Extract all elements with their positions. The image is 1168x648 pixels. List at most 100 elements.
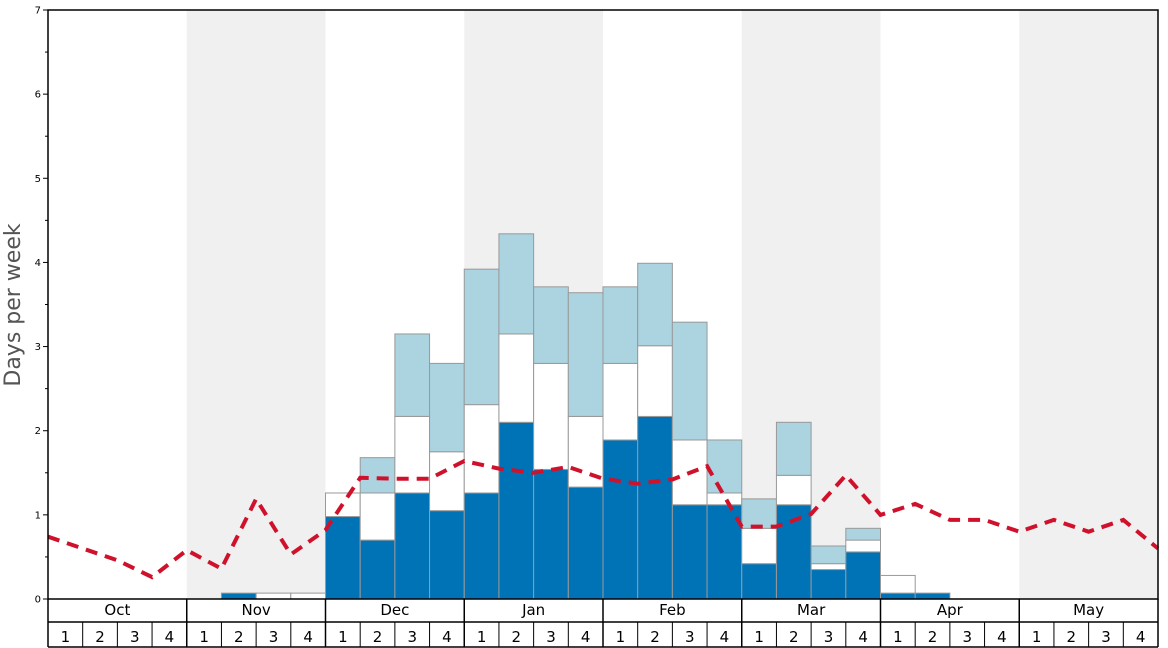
week-label: 2 xyxy=(373,628,383,646)
average-line xyxy=(47,458,1160,580)
bar-segment xyxy=(463,404,500,494)
month-label: Jan xyxy=(521,601,545,619)
y-tick-label: 7 xyxy=(35,6,41,17)
bar-segment xyxy=(533,286,569,364)
y-tick-label: 4 xyxy=(35,258,41,269)
bar-segment xyxy=(845,551,881,600)
week-label: 3 xyxy=(1101,628,1111,646)
week-label: 3 xyxy=(269,628,279,646)
month-band xyxy=(186,10,326,599)
month-band xyxy=(1019,10,1158,599)
bar-segment xyxy=(810,563,847,571)
bar-segment xyxy=(602,439,639,600)
bar-segment xyxy=(810,569,847,600)
week-label: 4 xyxy=(720,628,730,646)
week-label: 4 xyxy=(1136,628,1146,646)
y-tick-label: 6 xyxy=(35,90,41,101)
y-axis: 0 1 2 3 4 5 6 7 xyxy=(35,6,48,606)
bar-segment xyxy=(706,439,743,494)
bar-segment xyxy=(463,268,500,406)
bar-segment xyxy=(567,486,604,600)
week-label: 4 xyxy=(442,628,452,646)
bar-segment xyxy=(637,262,673,347)
bar-segment xyxy=(394,415,431,494)
bar-segment xyxy=(429,451,465,512)
bar-segment xyxy=(498,233,535,335)
bar-segment xyxy=(394,492,431,600)
bar-segment xyxy=(671,504,708,600)
bar-segment xyxy=(429,362,465,453)
bar-segment xyxy=(706,492,743,506)
week-label: 3 xyxy=(824,628,834,646)
month-label: Nov xyxy=(241,601,270,619)
week-label: 3 xyxy=(962,628,972,646)
y-tick-label: 3 xyxy=(35,342,41,353)
x-axis: Oct 1 2 3 4 Nov 1 2 3 4 Dec 1 2 3 4 Jan 1 2 3 4 Feb 1 2 3 4 Mar 1 2… xyxy=(47,599,1159,648)
week-label: 4 xyxy=(997,628,1007,646)
week-label: 1 xyxy=(477,628,487,646)
bar-segment xyxy=(637,345,673,417)
month-label: Oct xyxy=(104,601,130,619)
week-label: 4 xyxy=(858,628,868,646)
y-tick-label: 0 xyxy=(35,595,41,606)
week-label: 1 xyxy=(893,628,903,646)
bar-segment xyxy=(394,333,431,417)
bar-segment xyxy=(845,539,881,553)
week-label: 1 xyxy=(754,628,764,646)
bar-segment xyxy=(255,592,292,600)
week-label: 3 xyxy=(130,628,140,646)
bar-segment xyxy=(220,592,257,600)
week-label: 2 xyxy=(789,628,799,646)
week-label: 3 xyxy=(685,628,695,646)
bar-segment xyxy=(498,421,535,600)
week-label: 1 xyxy=(338,628,348,646)
y-tick-label: 1 xyxy=(35,510,41,521)
week-label: 2 xyxy=(234,628,244,646)
bar-segment xyxy=(290,592,326,600)
bar-segment xyxy=(359,492,396,541)
bar-segment xyxy=(498,333,535,423)
bar-segment xyxy=(637,415,673,600)
y-tick-label: 2 xyxy=(35,426,41,437)
week-label: 2 xyxy=(928,628,938,646)
week-label: 3 xyxy=(546,628,556,646)
week-label: 2 xyxy=(1067,628,1077,646)
week-label: 1 xyxy=(61,628,71,646)
stacked-bars xyxy=(220,233,951,600)
bar-segment xyxy=(741,563,777,600)
month-label: Dec xyxy=(380,601,409,619)
bar-segment xyxy=(533,468,569,600)
bar-segment xyxy=(463,492,500,600)
month-label: Mar xyxy=(797,601,826,619)
week-label: 2 xyxy=(95,628,105,646)
week-label: 4 xyxy=(165,628,175,646)
bar-segment xyxy=(567,292,604,417)
bar-segment xyxy=(602,362,639,441)
bar-segment xyxy=(880,592,916,600)
bar-segment xyxy=(359,457,396,494)
week-label: 1 xyxy=(199,628,209,646)
bar-segment xyxy=(775,421,812,476)
bar-segment xyxy=(533,362,569,470)
bar-segment xyxy=(741,527,777,565)
bar-segment xyxy=(914,592,951,600)
month-label: May xyxy=(1073,601,1104,619)
bar-segment xyxy=(880,574,916,594)
bar-segment xyxy=(845,527,881,541)
bar-segment xyxy=(602,286,639,364)
bar-segment xyxy=(810,545,847,565)
week-label: 2 xyxy=(512,628,522,646)
week-label: 2 xyxy=(650,628,660,646)
month-label: Apr xyxy=(937,601,964,619)
bar-segment xyxy=(775,474,812,506)
week-label: 4 xyxy=(303,628,313,646)
week-label: 4 xyxy=(581,628,591,646)
bar-segment xyxy=(325,516,361,600)
bar-segment xyxy=(671,321,708,441)
bar-segment xyxy=(429,510,465,600)
month-label: Feb xyxy=(659,601,686,619)
bar-segment xyxy=(741,498,777,529)
week-label: 1 xyxy=(1032,628,1042,646)
average-line-layer xyxy=(47,458,1160,580)
